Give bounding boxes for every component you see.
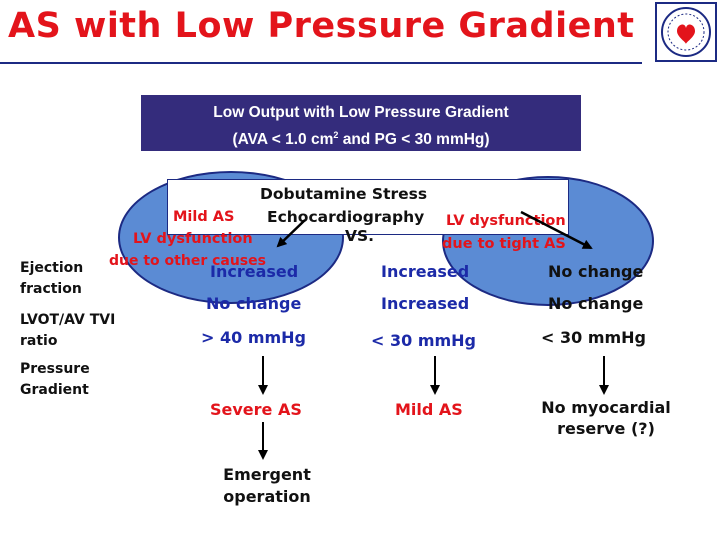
- col2-pg-value: < 30 mmHg: [371, 331, 476, 350]
- condition-line-2-pre: (AVA < 1.0 cm: [232, 131, 334, 149]
- society-logo: [655, 2, 717, 62]
- lv-dysfunction-left-line-1: LV dysfunction: [133, 231, 253, 247]
- test-box: [167, 179, 569, 235]
- col1-diagnosis: Severe AS: [210, 400, 302, 419]
- lv-dysfunction-left-line-2: due to other causes: [109, 253, 266, 269]
- col2-lvot-value: Increased: [381, 294, 470, 313]
- row-label-ejection-fraction: Ejection fraction: [20, 260, 84, 297]
- test-line-2: Echocardiography: [267, 208, 425, 226]
- lv-dysfunction-right-line-1: LV dysfunction: [446, 213, 566, 229]
- col1-ef-value: Increased: [210, 262, 299, 281]
- lv-dysfunction-right-line-2: due to tight AS: [442, 236, 566, 252]
- row-label-pressure-gradient: Pressure Gradient: [20, 361, 90, 398]
- col1-pg-value: > 40 mmHg: [201, 328, 306, 347]
- versus-label: VS.: [345, 227, 375, 245]
- logo-emblem-icon: [661, 7, 711, 57]
- test-line-1: Dobutamine Stress: [260, 185, 428, 203]
- col2-ef-value: Increased: [381, 262, 470, 281]
- header-divider: [0, 62, 642, 64]
- page-title: AS with Low Pressure Gradient: [8, 6, 635, 46]
- col3-lvot-value: No change: [548, 294, 644, 313]
- row-label-lvot-ratio: LVOT/AV TVI ratio: [20, 312, 116, 349]
- col2-diagnosis: Mild AS: [395, 400, 463, 419]
- mild-as-label: Mild AS: [173, 209, 235, 225]
- condition-line-1: Low Output with Low Pressure Gradient: [213, 104, 509, 121]
- condition-box: Low Output with Low Pressure Gradient (A…: [141, 95, 581, 151]
- col3-ef-value: No change: [548, 262, 644, 281]
- col1-lvot-value: No change: [206, 294, 302, 313]
- arrow-to-col1: [276, 219, 306, 248]
- condition-line-2: (AVA < 1.0 cm2 and PG < 30 mmHg): [141, 124, 581, 151]
- condition-line-2-post: and PG < 30 mmHg): [338, 131, 490, 149]
- col1-action: Emergent operation: [223, 465, 311, 506]
- arrow-to-col3: [520, 210, 593, 250]
- condition-superscript: 2: [333, 130, 339, 140]
- col3-diagnosis: No myocardial reserve (?): [541, 398, 671, 438]
- col3-pg-value: < 30 mmHg: [541, 328, 646, 347]
